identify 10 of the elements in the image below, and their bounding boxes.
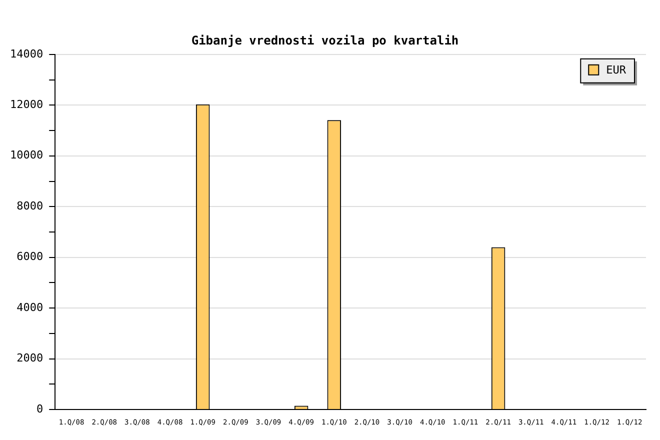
legend-label: EUR [606,63,626,76]
y-tick-label: 8000 [16,199,44,212]
y-tick-label: 4000 [16,300,44,314]
y-tick-label: 2000 [16,352,44,365]
chart-title: Gibanje vrednosti vozila po kvartalih [191,33,459,48]
y-tick-label: 12000 [10,98,44,111]
y-tick-label: 10000 [10,148,44,162]
y-tick-label: 6000 [16,250,44,264]
y-tick-label: 0 [36,402,44,416]
y-tick-label: 14000 [10,47,44,60]
